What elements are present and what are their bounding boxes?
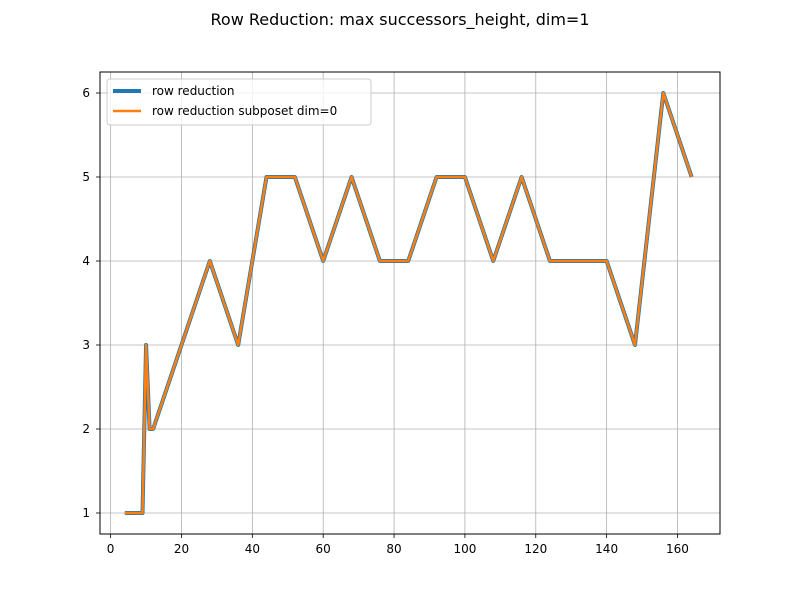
y-tick-label: 1	[82, 506, 90, 520]
x-tick-label: 120	[524, 542, 547, 556]
y-tick-label: 3	[82, 338, 90, 352]
x-tick-label: 100	[453, 542, 476, 556]
chart-title: Row Reduction: max successors_height, di…	[211, 10, 590, 30]
x-tick-label: 160	[666, 542, 689, 556]
x-tick-label: 20	[174, 542, 189, 556]
legend: row reduction row reduction subposet dim…	[106, 78, 372, 126]
x-tick-label: 140	[595, 542, 618, 556]
x-tick-label: 60	[316, 542, 331, 556]
grid	[100, 72, 720, 534]
plot-lines	[124, 91, 694, 515]
x-tick-label: 80	[386, 542, 401, 556]
x-tick-label: 40	[245, 542, 260, 556]
series-line-1	[124, 91, 693, 515]
plot-frame	[99, 71, 721, 535]
y-tick-label: 4	[82, 254, 90, 268]
axis-ticks: 0 20 40 60 80 100 120 140 160 1 2 3 4 5 6	[82, 86, 689, 556]
y-tick-label: 2	[82, 422, 90, 436]
legend-label-row-reduction: row reduction	[152, 84, 235, 98]
y-tick-label: 6	[82, 86, 90, 100]
y-tick-label: 5	[82, 170, 90, 184]
legend-label-row-reduction-subposet: row reduction subposet dim=0	[152, 104, 337, 118]
legend-box	[106, 78, 372, 126]
x-tick-label: 0	[107, 542, 115, 556]
